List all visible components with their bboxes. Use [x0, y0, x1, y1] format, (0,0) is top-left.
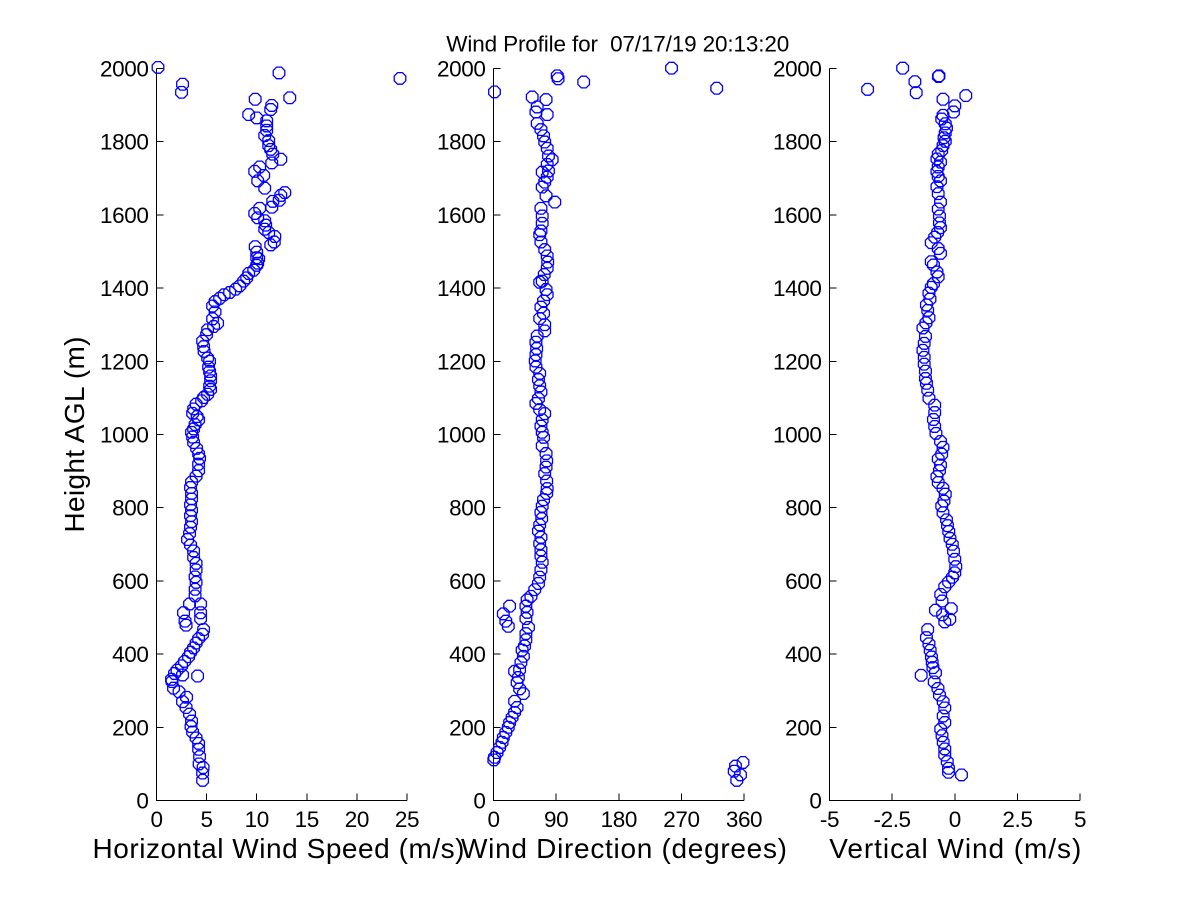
svg-text:1200: 1200	[773, 349, 821, 374]
svg-text:1600: 1600	[773, 203, 821, 228]
svg-text:0: 0	[136, 789, 148, 814]
svg-text:1400: 1400	[773, 276, 821, 301]
svg-text:25: 25	[395, 807, 419, 832]
svg-text:0: 0	[487, 807, 499, 832]
svg-text:Horizontal Wind Speed (m/s): Horizontal Wind Speed (m/s)	[93, 833, 465, 864]
svg-text:Wind Direction (degrees): Wind Direction (degrees)	[461, 833, 787, 864]
svg-text:360: 360	[726, 807, 762, 832]
svg-text:2.5: 2.5	[1002, 807, 1032, 832]
svg-text:1400: 1400	[437, 276, 485, 301]
svg-text:0: 0	[809, 789, 821, 814]
svg-text:600: 600	[449, 569, 485, 594]
svg-text:5: 5	[1074, 807, 1086, 832]
svg-text:1800: 1800	[100, 130, 148, 155]
svg-text:1200: 1200	[100, 349, 148, 374]
svg-text:1000: 1000	[773, 423, 821, 448]
svg-text:200: 200	[449, 715, 485, 740]
svg-text:20: 20	[345, 807, 369, 832]
svg-text:90: 90	[544, 807, 568, 832]
svg-text:400: 400	[785, 642, 821, 667]
svg-text:1200: 1200	[437, 349, 485, 374]
svg-text:800: 800	[785, 496, 821, 521]
svg-text:10: 10	[245, 807, 269, 832]
svg-text:1000: 1000	[437, 423, 485, 448]
svg-text:270: 270	[663, 807, 699, 832]
svg-text:Height AGL (m): Height AGL (m)	[59, 337, 90, 533]
svg-text:1800: 1800	[437, 130, 485, 155]
svg-text:0: 0	[150, 807, 162, 832]
svg-text:400: 400	[112, 642, 148, 667]
svg-text:2000: 2000	[100, 57, 148, 82]
svg-text:Wind Profile for 07/17/19 20:: Wind Profile for 07/17/19 20:13:20	[446, 32, 789, 57]
svg-text:-2.5: -2.5	[874, 807, 911, 832]
svg-text:800: 800	[449, 496, 485, 521]
svg-text:1600: 1600	[100, 203, 148, 228]
svg-text:1000: 1000	[100, 423, 148, 448]
svg-text:1800: 1800	[773, 130, 821, 155]
svg-text:1600: 1600	[437, 203, 485, 228]
svg-text:2000: 2000	[437, 57, 485, 82]
svg-text:600: 600	[112, 569, 148, 594]
svg-text:1400: 1400	[100, 276, 148, 301]
svg-text:2000: 2000	[773, 57, 821, 82]
svg-text:180: 180	[601, 807, 637, 832]
svg-text:Vertical Wind (m/s): Vertical Wind (m/s)	[829, 833, 1081, 864]
svg-text:-5: -5	[820, 807, 839, 832]
svg-text:5: 5	[201, 807, 213, 832]
svg-text:400: 400	[449, 642, 485, 667]
svg-text:200: 200	[785, 715, 821, 740]
svg-text:0: 0	[473, 789, 485, 814]
svg-text:200: 200	[112, 715, 148, 740]
svg-text:0: 0	[949, 807, 961, 832]
svg-text:800: 800	[112, 496, 148, 521]
svg-text:15: 15	[295, 807, 319, 832]
svg-text:600: 600	[785, 569, 821, 594]
